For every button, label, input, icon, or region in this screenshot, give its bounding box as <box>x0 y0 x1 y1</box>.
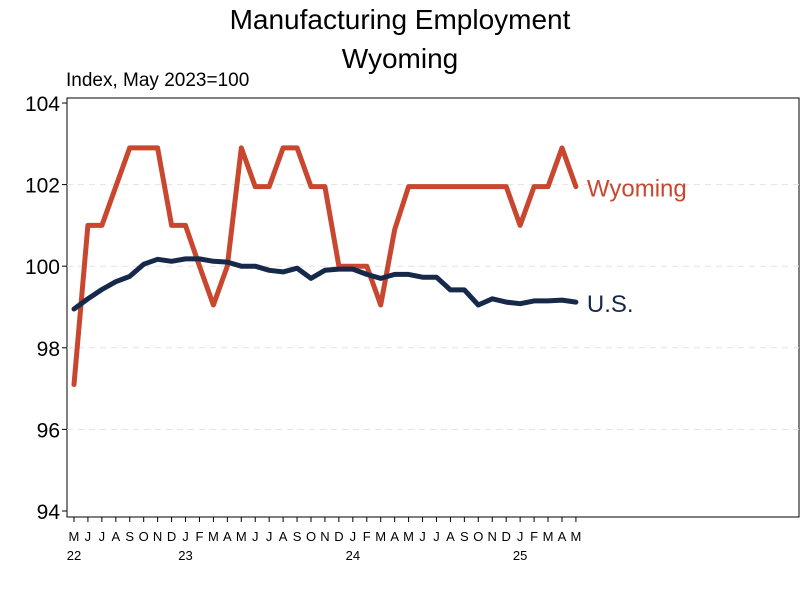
chart-title: Manufacturing Employment <box>230 4 571 35</box>
x-tick-label: J <box>517 529 524 544</box>
x-tick-label: D <box>167 529 176 544</box>
x-tick-label: M <box>236 529 247 544</box>
x-axis: M J J A S O N D J F M A M J J A S O N D J F M A M J J A S O N D J F M A M22 2… <box>67 517 581 563</box>
x-tick-label: S <box>293 529 302 544</box>
x-tick-label: F <box>195 529 203 544</box>
x-tick-label: S <box>460 529 469 544</box>
series-label-u-s: U.S. <box>587 291 634 318</box>
x-tick-label: J <box>266 529 273 544</box>
plot-frame <box>66 97 800 518</box>
x-tick-label: O <box>473 529 483 544</box>
x-tick-label: N <box>488 529 497 544</box>
x-tick-label: O <box>306 529 316 544</box>
x-tick-label: J <box>419 529 426 544</box>
y-tick-label: 94 <box>37 501 61 524</box>
x-tick-label: D <box>502 529 511 544</box>
y-tick-label: 96 <box>37 419 60 442</box>
x-tick-label: N <box>320 529 329 544</box>
x-tick-label: F <box>530 529 538 544</box>
chart-subtitle: Wyoming <box>342 43 458 74</box>
x-tick-label: J <box>85 529 92 544</box>
x-tick-label: J <box>350 529 357 544</box>
series-line-u-s <box>71 256 579 312</box>
y-tick-label: 100 <box>25 256 60 279</box>
x-tick-label: J <box>99 529 106 544</box>
x-tick-label: A <box>223 529 232 544</box>
x-year-label: 23 <box>178 548 192 563</box>
x-tick-label: M <box>403 529 414 544</box>
y-axis: 94 96 98 100 102 104 <box>25 93 67 524</box>
x-tick-label: A <box>390 529 399 544</box>
x-tick-label: A <box>558 529 567 544</box>
x-tick-label: M <box>69 529 80 544</box>
y-tick-label: 98 <box>37 338 60 361</box>
x-tick-label: M <box>570 529 581 544</box>
series-line-wyoming <box>71 145 579 387</box>
x-tick-label: O <box>139 529 149 544</box>
x-year-label: 22 <box>67 548 81 563</box>
x-tick-label: J <box>252 529 259 544</box>
y-tick-label: 102 <box>25 175 60 198</box>
x-tick-label: F <box>363 529 371 544</box>
x-tick-label: M <box>543 529 554 544</box>
x-tick-label: J <box>182 529 189 544</box>
x-tick-label: S <box>125 529 134 544</box>
y-axis-label: Index, May 2023=100 <box>66 70 249 91</box>
x-tick-label: A <box>111 529 120 544</box>
x-tick-label: A <box>446 529 455 544</box>
x-year-label: 25 <box>513 548 527 563</box>
x-tick-label: M <box>375 529 386 544</box>
series-label-wyoming: Wyoming <box>587 176 687 203</box>
x-tick-label: M <box>208 529 219 544</box>
x-tick-label: A <box>279 529 288 544</box>
x-tick-label: J <box>433 529 440 544</box>
x-tick-label: D <box>334 529 343 544</box>
x-tick-label: N <box>153 529 162 544</box>
series-labels: Wyoming U.S. <box>587 176 687 318</box>
series-lines <box>71 145 579 387</box>
grid <box>67 184 799 430</box>
x-year-label: 24 <box>346 548 360 563</box>
y-tick-label: 104 <box>25 93 60 116</box>
